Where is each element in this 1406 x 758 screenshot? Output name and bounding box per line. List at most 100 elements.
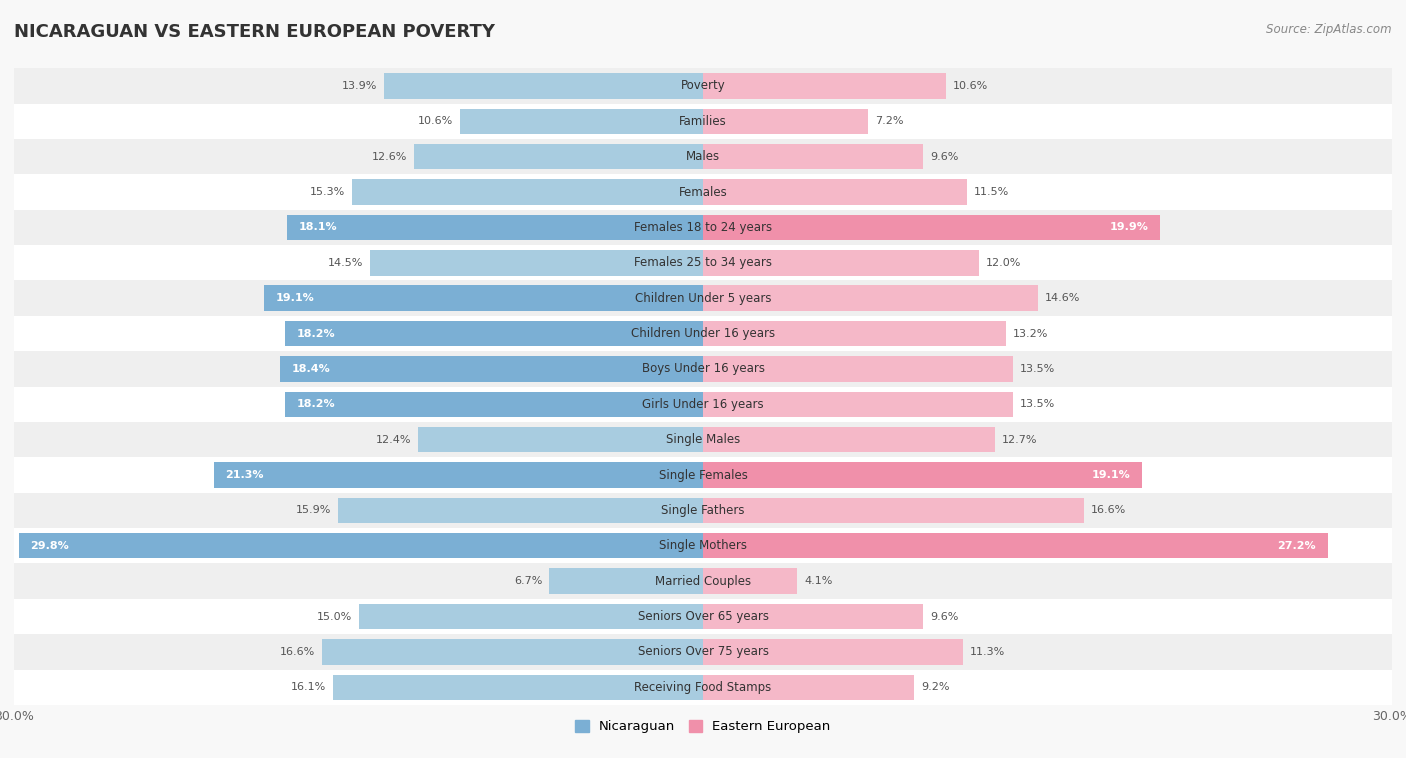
Text: 16.6%: 16.6% xyxy=(280,647,315,657)
Bar xyxy=(703,498,1084,523)
Bar xyxy=(703,462,1142,487)
Bar xyxy=(14,280,1392,316)
Text: 10.6%: 10.6% xyxy=(418,116,453,127)
Text: 12.6%: 12.6% xyxy=(371,152,406,161)
Bar xyxy=(18,533,703,559)
Bar xyxy=(337,498,703,523)
Text: 21.3%: 21.3% xyxy=(225,470,264,480)
Bar xyxy=(322,639,703,665)
Bar xyxy=(703,215,1160,240)
Bar xyxy=(14,351,1392,387)
Bar xyxy=(287,215,703,240)
Text: 15.0%: 15.0% xyxy=(316,612,352,622)
Bar xyxy=(14,316,1392,351)
Text: Children Under 16 years: Children Under 16 years xyxy=(631,327,775,340)
Text: 11.5%: 11.5% xyxy=(974,187,1010,197)
Text: 18.2%: 18.2% xyxy=(297,328,335,339)
Bar xyxy=(703,392,1012,417)
Text: Females 25 to 34 years: Females 25 to 34 years xyxy=(634,256,772,269)
Text: Single Fathers: Single Fathers xyxy=(661,504,745,517)
Text: Girls Under 16 years: Girls Under 16 years xyxy=(643,398,763,411)
Text: Children Under 5 years: Children Under 5 years xyxy=(634,292,772,305)
Text: Seniors Over 75 years: Seniors Over 75 years xyxy=(637,645,769,659)
Bar xyxy=(285,392,703,417)
Text: 9.2%: 9.2% xyxy=(921,682,949,692)
Text: 19.9%: 19.9% xyxy=(1109,222,1149,233)
Text: Married Couples: Married Couples xyxy=(655,575,751,587)
Text: 19.1%: 19.1% xyxy=(276,293,315,303)
Text: 13.9%: 13.9% xyxy=(342,81,377,91)
Bar xyxy=(14,210,1392,245)
Text: Seniors Over 65 years: Seniors Over 65 years xyxy=(637,610,769,623)
Text: 13.5%: 13.5% xyxy=(1019,399,1054,409)
Bar xyxy=(333,675,703,700)
Text: Source: ZipAtlas.com: Source: ZipAtlas.com xyxy=(1267,23,1392,36)
Bar xyxy=(14,68,1392,104)
Bar xyxy=(264,286,703,311)
Text: 18.2%: 18.2% xyxy=(297,399,335,409)
Text: 6.7%: 6.7% xyxy=(513,576,543,586)
Bar xyxy=(14,245,1392,280)
Bar xyxy=(703,321,1007,346)
Bar xyxy=(14,599,1392,634)
Bar xyxy=(14,493,1392,528)
Bar xyxy=(14,563,1392,599)
Text: Receiving Food Stamps: Receiving Food Stamps xyxy=(634,681,772,694)
Bar xyxy=(214,462,703,487)
Text: Single Mothers: Single Mothers xyxy=(659,539,747,553)
Text: 14.5%: 14.5% xyxy=(328,258,363,268)
Text: 11.3%: 11.3% xyxy=(969,647,1005,657)
Text: Poverty: Poverty xyxy=(681,80,725,92)
Bar xyxy=(14,387,1392,422)
Text: 13.5%: 13.5% xyxy=(1019,364,1054,374)
Bar xyxy=(370,250,703,275)
Text: Females: Females xyxy=(679,186,727,199)
Text: 16.1%: 16.1% xyxy=(291,682,326,692)
Bar xyxy=(14,634,1392,669)
Bar xyxy=(14,669,1392,705)
Text: Males: Males xyxy=(686,150,720,163)
Bar xyxy=(703,144,924,169)
Text: Boys Under 16 years: Boys Under 16 years xyxy=(641,362,765,375)
Text: 12.7%: 12.7% xyxy=(1001,434,1038,445)
Bar xyxy=(703,568,797,594)
Bar xyxy=(703,639,963,665)
Bar xyxy=(703,250,979,275)
Text: Females 18 to 24 years: Females 18 to 24 years xyxy=(634,221,772,234)
Bar xyxy=(418,427,703,453)
Text: 18.1%: 18.1% xyxy=(299,222,337,233)
Bar xyxy=(703,74,946,99)
Bar xyxy=(703,604,924,629)
Text: 9.6%: 9.6% xyxy=(931,612,959,622)
Text: 27.2%: 27.2% xyxy=(1278,540,1316,551)
Text: 4.1%: 4.1% xyxy=(804,576,832,586)
Text: 18.4%: 18.4% xyxy=(292,364,330,374)
Text: 13.2%: 13.2% xyxy=(1012,328,1049,339)
Bar xyxy=(359,604,703,629)
Bar xyxy=(703,286,1038,311)
Bar xyxy=(413,144,703,169)
Text: 14.6%: 14.6% xyxy=(1045,293,1081,303)
Bar xyxy=(352,180,703,205)
Bar xyxy=(460,108,703,134)
Bar xyxy=(550,568,703,594)
Bar xyxy=(703,356,1012,381)
Bar xyxy=(703,180,967,205)
Text: 16.6%: 16.6% xyxy=(1091,506,1126,515)
Bar xyxy=(14,422,1392,457)
Text: 7.2%: 7.2% xyxy=(875,116,904,127)
Legend: Nicaraguan, Eastern European: Nicaraguan, Eastern European xyxy=(575,720,831,733)
Bar xyxy=(703,108,869,134)
Bar xyxy=(280,356,703,381)
Text: 29.8%: 29.8% xyxy=(30,540,69,551)
Text: Single Females: Single Females xyxy=(658,468,748,481)
Bar xyxy=(703,427,994,453)
Text: Families: Families xyxy=(679,114,727,128)
Text: NICARAGUAN VS EASTERN EUROPEAN POVERTY: NICARAGUAN VS EASTERN EUROPEAN POVERTY xyxy=(14,23,495,41)
Text: 12.0%: 12.0% xyxy=(986,258,1021,268)
Bar xyxy=(703,533,1327,559)
Text: 19.1%: 19.1% xyxy=(1091,470,1130,480)
Bar xyxy=(703,675,914,700)
Text: 15.3%: 15.3% xyxy=(309,187,344,197)
Text: 10.6%: 10.6% xyxy=(953,81,988,91)
